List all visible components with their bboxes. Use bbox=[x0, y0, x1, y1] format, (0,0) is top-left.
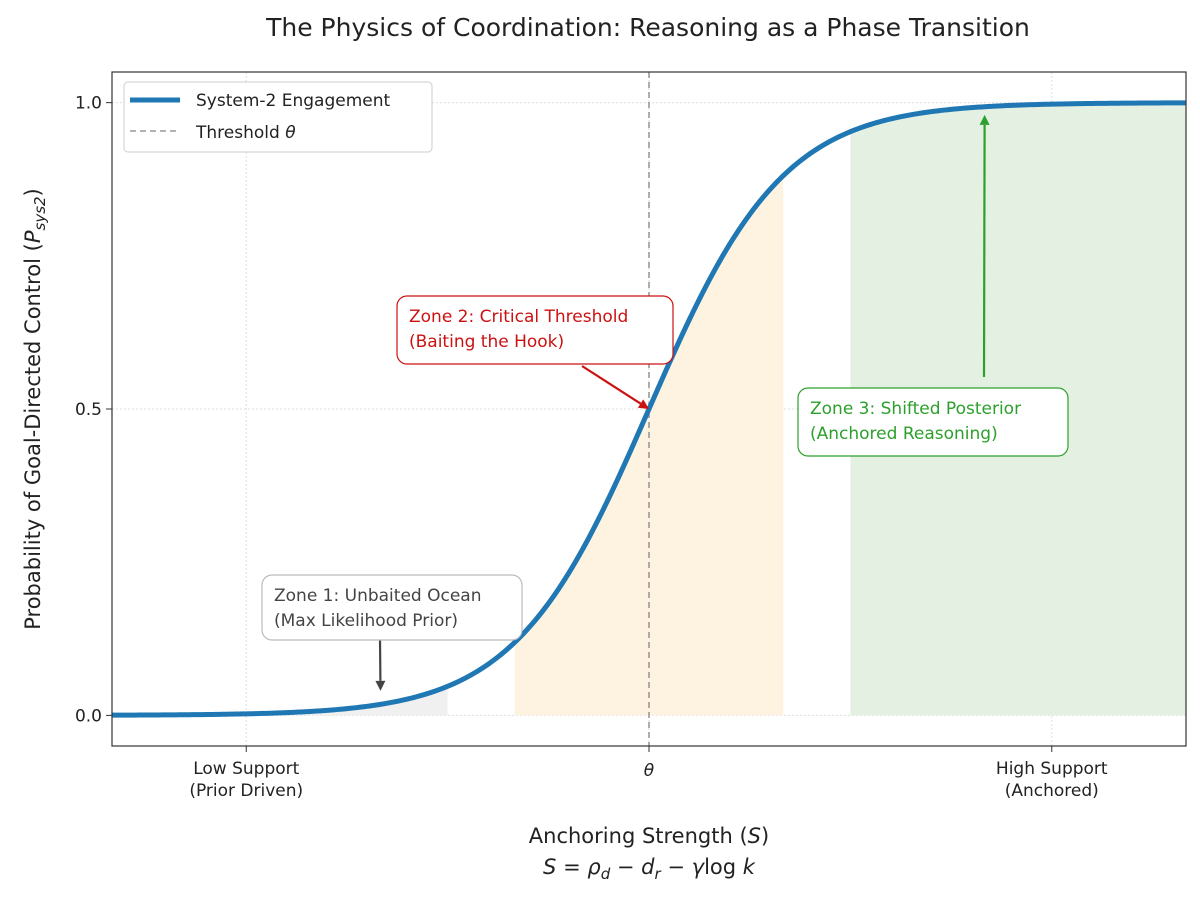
zone-2-annotation: Zone 2: Critical Threshold (Baiting the H… bbox=[397, 296, 673, 409]
legend: System-2 Engagement Threshold θ bbox=[124, 82, 432, 152]
x-tick-label: Low Support bbox=[193, 759, 299, 779]
formula-part: − bbox=[610, 855, 641, 879]
y-tick-label: 0.5 bbox=[75, 400, 102, 420]
legend-threshold-symbol: θ bbox=[285, 123, 296, 143]
x-tick-label: (Prior Driven) bbox=[189, 781, 303, 801]
formula-part: = bbox=[556, 855, 587, 879]
legend-threshold-text: Threshold bbox=[195, 123, 285, 143]
formula-part: d bbox=[601, 865, 611, 883]
zone-1-label-line: Zone 1: Unbaited Ocean bbox=[274, 586, 481, 606]
x-tick-label: θ bbox=[644, 761, 655, 781]
x-axis-formula: S = ρd − dr − γlog k bbox=[543, 855, 756, 883]
zone-2-label-line: (Baiting the Hook) bbox=[409, 332, 564, 352]
zone-2-arrow bbox=[582, 366, 641, 404]
y-tick-label: 0.0 bbox=[75, 706, 102, 726]
formula-part: − bbox=[661, 855, 692, 879]
x-tick-label: High Support bbox=[996, 759, 1108, 779]
formula-part: log bbox=[704, 855, 743, 879]
y-axis-label: Probability of Goal-Directed Control (Ps… bbox=[21, 188, 49, 630]
legend-label-threshold: Threshold θ bbox=[195, 123, 296, 143]
zone-3-arrow bbox=[984, 125, 985, 377]
zone-3-label-line: Zone 3: Shifted Posterior bbox=[810, 399, 1021, 419]
chart-title: The Physics of Coordination: Reasoning a… bbox=[265, 13, 1030, 42]
formula-part: d bbox=[641, 855, 655, 879]
zone-1-label-line: (Max Likelihood Prior) bbox=[274, 611, 458, 631]
zone-2-label-line: Zone 2: Critical Threshold bbox=[409, 307, 628, 327]
zone-3-label-line: (Anchored Reasoning) bbox=[810, 424, 998, 444]
x-tick-label: (Anchored) bbox=[1005, 781, 1099, 801]
legend-label-curve: System-2 Engagement bbox=[196, 91, 391, 111]
formula-part: S bbox=[543, 855, 556, 879]
arrowhead-icon bbox=[375, 681, 385, 691]
zone-1-annotation: Zone 1: Unbaited Ocean (Max Likelihood Pr… bbox=[262, 575, 522, 691]
formula-part: k bbox=[743, 855, 756, 879]
x-axis-label: Anchoring Strength (S) bbox=[529, 824, 769, 848]
formula-part: ρ bbox=[587, 855, 601, 879]
y-tick-label: 1.0 bbox=[75, 94, 102, 114]
